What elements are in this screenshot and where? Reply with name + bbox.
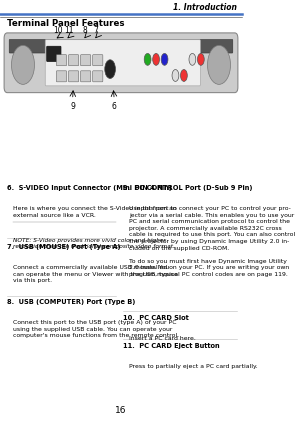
Text: Here is where you connect the S-Video input from an
external source like a VCR.: Here is where you connect the S-Video in… [13,206,177,218]
Text: 8: 8 [83,26,88,35]
Text: 11: 11 [64,26,73,35]
Text: 7: 7 [94,26,98,35]
FancyBboxPatch shape [81,71,91,82]
Text: Use this port to connect your PC to control your pro-
jector via a serial cable.: Use this port to connect your PC to cont… [130,206,296,277]
Text: Terminal Panel Features: Terminal Panel Features [7,19,125,28]
FancyBboxPatch shape [93,55,103,66]
Text: 11.  PC CARD Eject Button: 11. PC CARD Eject Button [123,343,220,349]
Text: 7.  USB (MOUSE) Port (Type A): 7. USB (MOUSE) Port (Type A) [7,244,121,250]
Circle shape [105,60,116,78]
FancyBboxPatch shape [45,40,200,86]
FancyBboxPatch shape [56,55,67,66]
Text: 10.  PC CARD Slot: 10. PC CARD Slot [123,315,189,321]
Circle shape [153,53,160,65]
Text: NOTE: S-Video provides more vivid color and higher
resolution than the tradition: NOTE: S-Video provides more vivid color … [13,238,175,249]
Text: 9.  PC CONTROL Port (D-Sub 9 Pin): 9. PC CONTROL Port (D-Sub 9 Pin) [123,185,253,191]
FancyBboxPatch shape [68,55,79,66]
Ellipse shape [11,45,35,84]
Text: 9: 9 [70,102,75,111]
Text: 8.  USB (COMPUTER) Port (Type B): 8. USB (COMPUTER) Port (Type B) [7,299,136,305]
Text: Connect a commercially available USB mouse. You
can operate the menu or Viewer w: Connect a commercially available USB mou… [13,265,178,283]
Circle shape [161,53,168,65]
FancyBboxPatch shape [47,46,61,61]
FancyBboxPatch shape [81,55,91,66]
Text: Insert a PC card here.: Insert a PC card here. [130,336,196,341]
FancyBboxPatch shape [56,71,67,82]
Text: 16: 16 [115,406,127,415]
Text: 1. Introduction: 1. Introduction [173,3,237,11]
Circle shape [172,70,179,81]
Text: Connect this port to the USB port (type A) of your PC
using the supplied USB cab: Connect this port to the USB port (type … [13,320,179,338]
Circle shape [181,70,187,81]
Text: 6: 6 [112,102,117,111]
FancyBboxPatch shape [68,71,79,82]
Text: 6.  S-VIDEO Input Connector (Mini DIN 4 Pin): 6. S-VIDEO Input Connector (Mini DIN 4 P… [7,185,172,191]
Circle shape [144,53,151,65]
FancyBboxPatch shape [9,39,233,53]
Circle shape [197,53,204,65]
Text: 10: 10 [53,26,63,35]
FancyBboxPatch shape [93,71,103,82]
Text: Press to partially eject a PC card partially.: Press to partially eject a PC card parti… [130,364,258,369]
FancyBboxPatch shape [4,33,238,92]
Circle shape [189,53,196,65]
Ellipse shape [208,45,230,84]
